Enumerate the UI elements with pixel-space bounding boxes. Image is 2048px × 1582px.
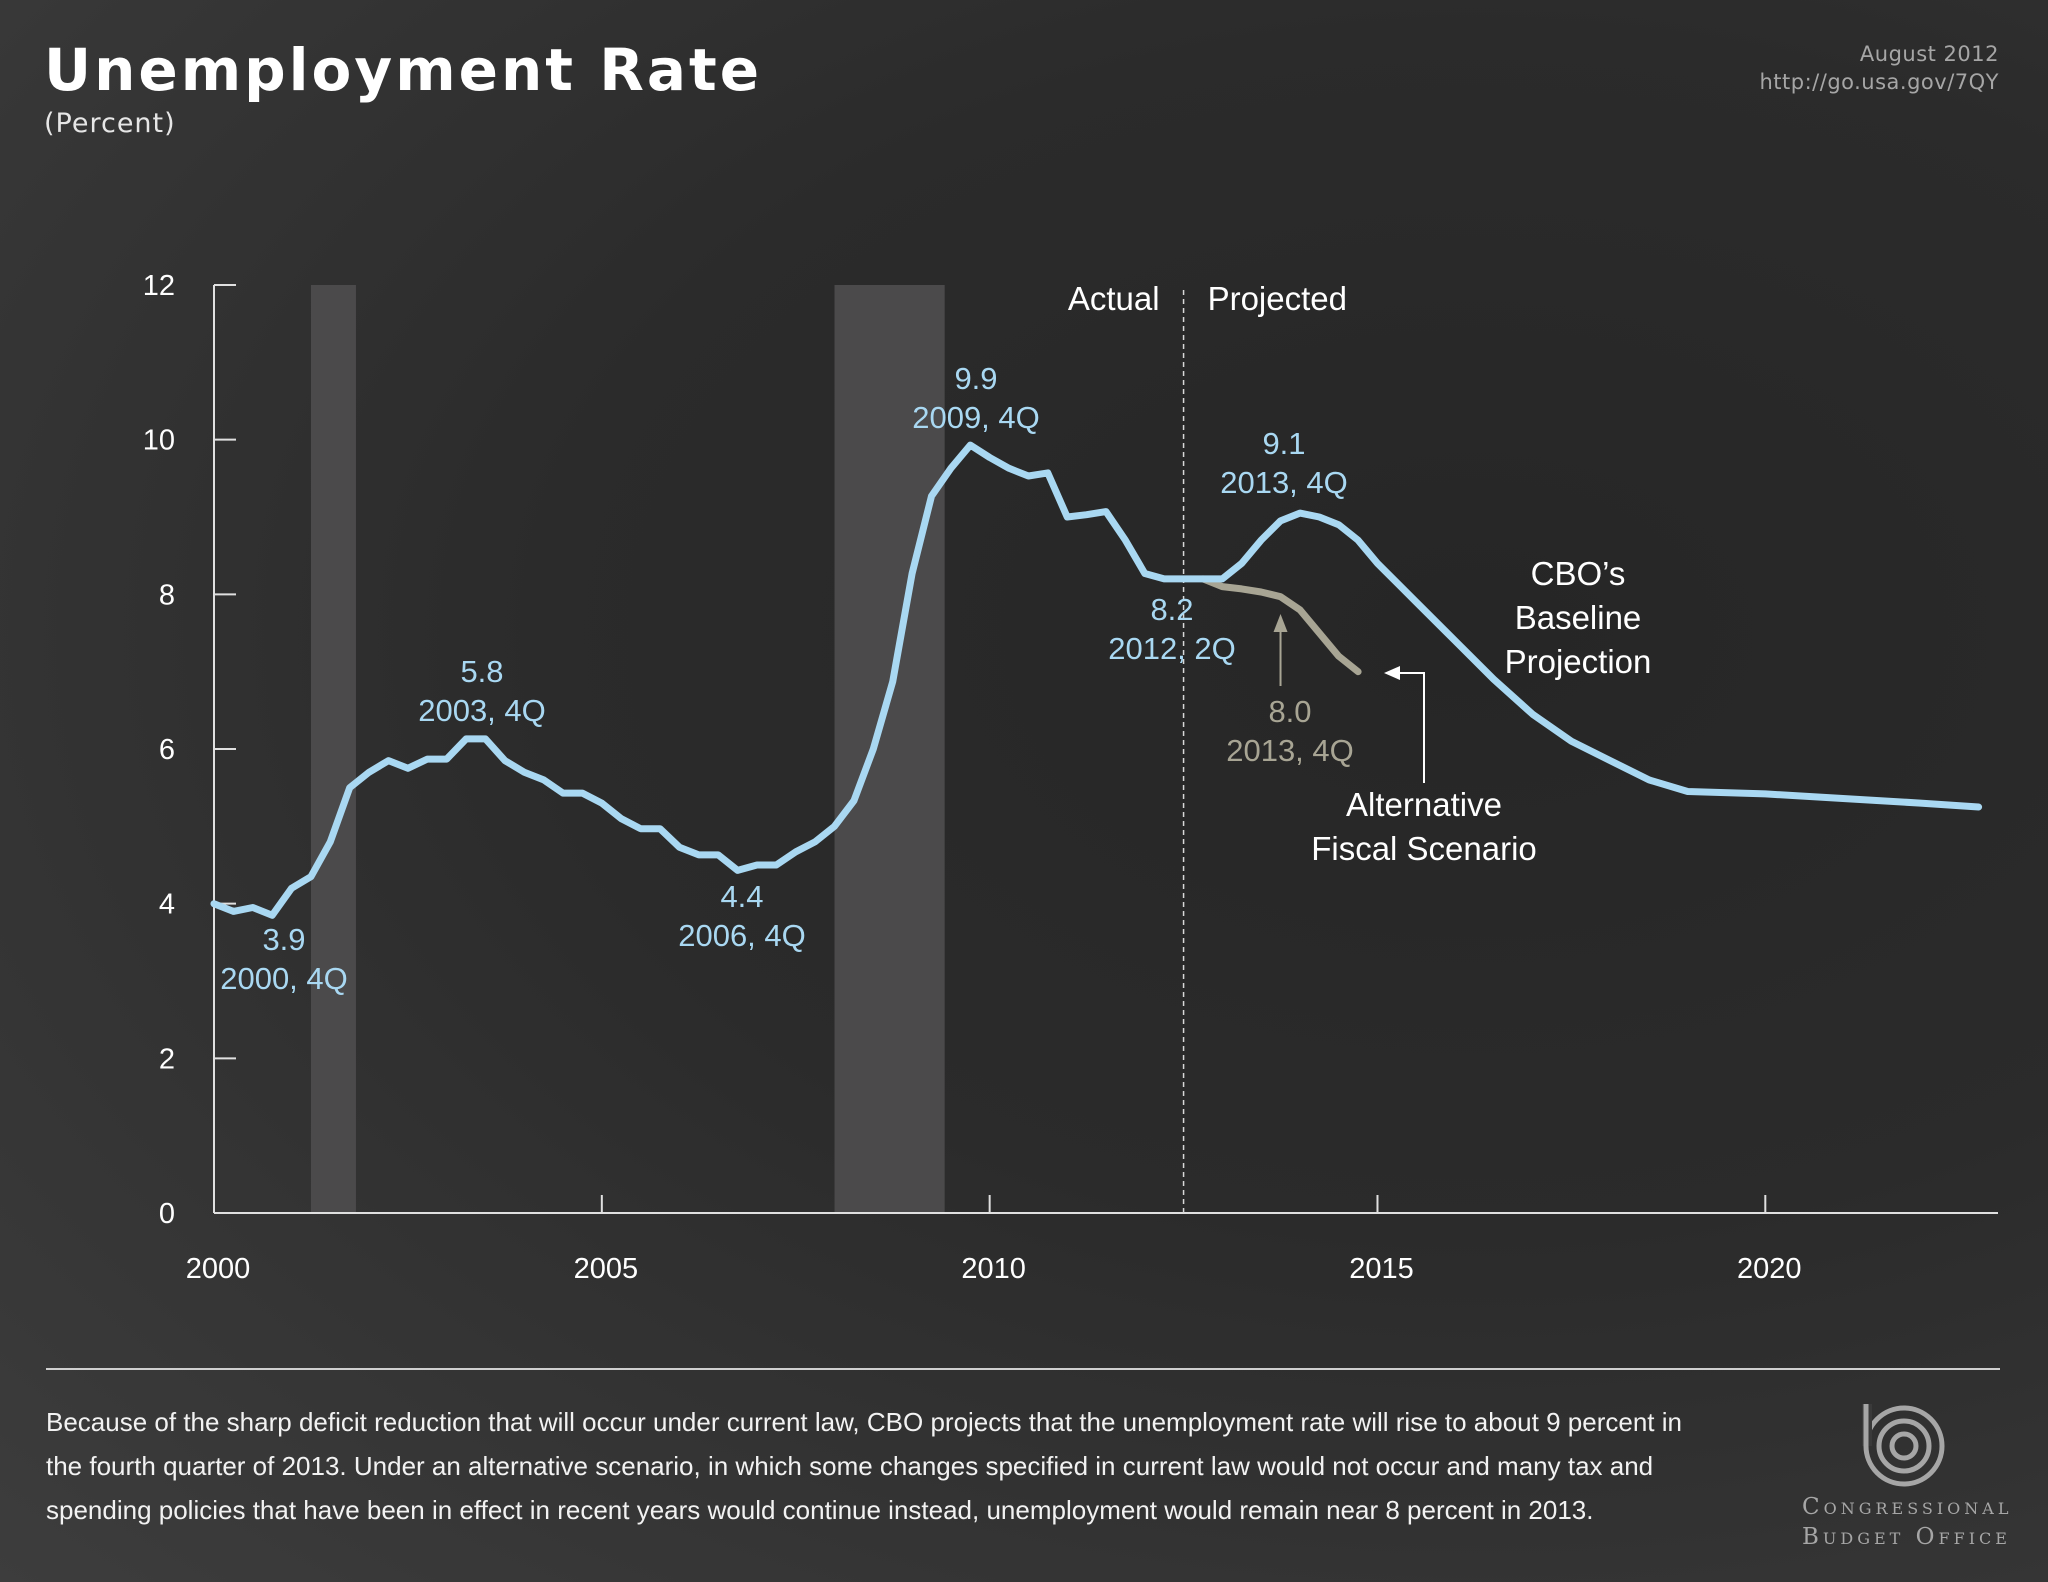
alternative-series-label: Fiscal Scenario <box>1311 830 1537 867</box>
y-tick-label: 2 <box>159 1043 175 1075</box>
cbo-name-line1: Congressional <box>1802 1494 2013 1520</box>
caption-divider <box>46 1368 2000 1370</box>
data-label-value: 9.9 <box>954 361 997 396</box>
data-label-period: 2012, 2Q <box>1108 631 1236 666</box>
baseline-series-label: CBO’s <box>1531 555 1626 592</box>
alternative-leader-line <box>1398 672 1425 783</box>
projected-label: Projected <box>1208 280 1347 317</box>
data-label-value: 4.4 <box>720 879 763 914</box>
chart-units: (Percent) <box>44 108 176 139</box>
publication-url[interactable]: http://go.usa.gov/7QY <box>1759 70 1999 94</box>
actual-label: Actual <box>1068 280 1160 317</box>
y-tick-label: 4 <box>159 889 175 921</box>
caption-line: Because of the sharp deficit reduction t… <box>46 1407 1682 1437</box>
y-tick-label: 0 <box>159 1198 175 1230</box>
baseline-projection-line <box>210 441 1983 919</box>
publication-date: August 2012 <box>1859 42 1999 66</box>
data-label-period: 2000, 4Q <box>220 961 348 996</box>
x-tick-label: 2015 <box>1349 1253 1414 1285</box>
caption-line: the fourth quarter of 2013. Under an alt… <box>46 1451 1654 1481</box>
data-label-value: 5.8 <box>460 654 503 689</box>
alt-value-arrowhead <box>1273 614 1288 632</box>
x-tick-label: 2005 <box>574 1253 639 1285</box>
alternative-leader-arrowhead <box>1384 666 1400 680</box>
baseline-series-label: Projection <box>1505 643 1652 680</box>
data-label-period: 2013, 4Q <box>1226 733 1354 768</box>
data-label-period: 2003, 4Q <box>418 693 546 728</box>
x-tick-label: 2020 <box>1737 1253 1802 1285</box>
x-tick-label: 2000 <box>186 1253 251 1285</box>
cbo-name-line2: Budget Office <box>1802 1524 2011 1550</box>
y-tick-label: 12 <box>143 270 175 302</box>
chart-title: Unemployment Rate <box>44 36 763 104</box>
data-label-period: 2009, 4Q <box>912 400 1040 435</box>
alternative-series-label: Alternative <box>1346 786 1502 823</box>
unemployment-chart: 0 2 4 6 8 10 12 2000 2005 2010 2015 2020 Actual Proj… <box>143 270 1998 1285</box>
alternative-scenario-line <box>1199 575 1362 676</box>
x-tick-label: 2010 <box>961 1253 1026 1285</box>
data-label-period: 2006, 4Q <box>678 918 806 953</box>
caption-line: spending policies that have been in effe… <box>46 1495 1594 1525</box>
data-label-value: 9.1 <box>1262 426 1305 461</box>
cbo-logo-icon <box>1862 1404 1945 1487</box>
data-label-value: 3.9 <box>262 922 305 957</box>
y-tick-label: 6 <box>159 734 175 766</box>
data-label-value: 8.0 <box>1268 694 1311 729</box>
y-tick-label: 10 <box>143 425 175 457</box>
chart-caption: Because of the sharp deficit reduction t… <box>46 1400 1846 1532</box>
y-tick-label: 8 <box>159 579 175 611</box>
data-label-period: 2013, 4Q <box>1220 465 1348 500</box>
recession-band <box>310 285 356 1213</box>
baseline-series-label: Baseline <box>1515 599 1642 636</box>
recession-band <box>834 285 945 1213</box>
data-label-value: 8.2 <box>1150 592 1193 627</box>
